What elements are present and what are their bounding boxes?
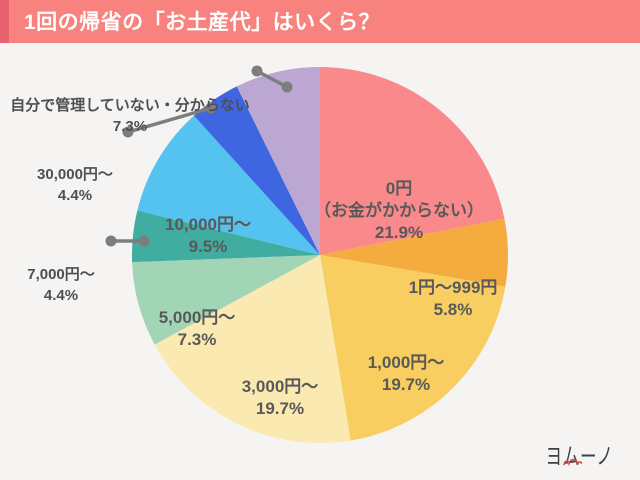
slice-label-pct: 4.4%: [57, 187, 93, 204]
leader-dot: [122, 126, 134, 138]
slice-label-5000yen: 5,000円〜 7.3%: [159, 307, 236, 351]
pie-slice-4: [132, 255, 320, 345]
title-bar-accent: [0, 0, 9, 43]
slice-label-text2: （お金がかからない）: [314, 201, 484, 220]
slice-label-text: 自分で管理していない・分からない: [10, 97, 250, 114]
slice-label-text: 3,000円〜: [241, 377, 319, 396]
slice-label-1-999yen: 1円〜999円 5.8%: [409, 277, 498, 321]
slice-label-text: 0円: [385, 179, 413, 198]
pie-slice-7: [193, 86, 320, 256]
leader-dot: [205, 102, 217, 114]
slice-label-1000yen: 1,000円〜 19.7%: [368, 352, 445, 396]
pie-slice-2: [320, 255, 506, 441]
pie-slice-6: [137, 115, 320, 255]
slice-label-text: 1,000円〜: [367, 353, 445, 372]
leader-dot: [105, 235, 117, 247]
pie-slice-8: [236, 67, 320, 255]
slice-label-10000yen: 10,000円〜 9.5%: [165, 214, 251, 258]
slice-label-text: 7,000円〜: [27, 266, 95, 283]
yomuno-logo: ヨムーノ: [519, 437, 614, 469]
slice-label-3000yen: 3,000円〜 19.7%: [242, 376, 319, 420]
slice-label-pct: 9.5%: [188, 237, 228, 256]
leader-line: [256, 69, 288, 89]
slice-label-pct: 19.7%: [255, 399, 305, 418]
leader-dot: [138, 235, 150, 247]
slice-label-0yen: 0円 （お金がかからない） 21.9%: [314, 178, 484, 244]
pie-slice-0: [320, 67, 505, 255]
slice-label-pct: 7.3%: [112, 118, 148, 135]
slice-label-pct: 7.3%: [177, 330, 217, 349]
leader-line: [127, 106, 212, 134]
pie-slice-5: [131, 210, 320, 263]
slice-label-pct: 5.8%: [433, 300, 473, 319]
page-title: 1回の帰省の「お土産代」はいくら？: [24, 11, 381, 34]
slice-label-pct: 4.4%: [43, 287, 79, 304]
pie-slice-3: [154, 255, 351, 444]
leader-dot: [281, 81, 293, 93]
slice-label-pct: 19.7%: [381, 375, 431, 394]
slice-label-text: 30,000円〜: [37, 166, 113, 183]
title-bar: 1回の帰省の「お土産代」はいくら？: [0, 0, 640, 43]
slice-label-7000yen: 7,000円〜 4.4%: [27, 264, 95, 306]
slice-label-text: 10,000円〜: [165, 215, 251, 234]
leader-dot: [251, 65, 263, 77]
yomuno-logo-text: ヨムーノ: [545, 443, 614, 469]
pie-chart: [105, 65, 508, 444]
slice-label-text: 5,000円〜: [158, 308, 236, 327]
chart-area: 0円 （お金がかからない） 21.9% 1円〜999円 5.8% 1,000円〜…: [0, 43, 640, 480]
pie-slice-1: [320, 218, 508, 287]
slice-label-pct: 21.9%: [374, 223, 424, 242]
slice-label-30000yen: 30,000円〜 4.4%: [37, 164, 113, 206]
slice-label-text: 1円〜999円: [408, 278, 498, 297]
slice-label-unknown: 自分で管理していない・分からない 7.3%: [10, 95, 250, 137]
